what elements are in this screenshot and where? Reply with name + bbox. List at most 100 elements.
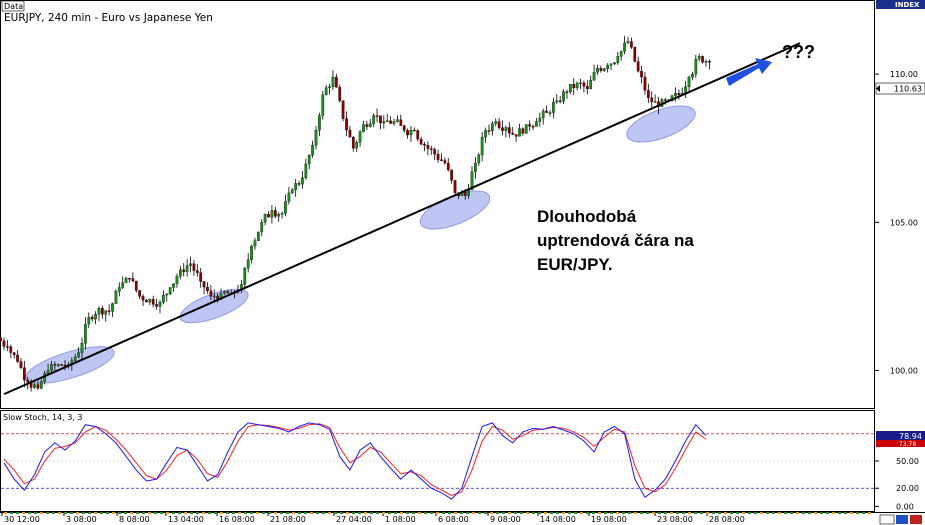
candle-down xyxy=(341,100,345,119)
session-marker xyxy=(658,512,661,514)
session-marker xyxy=(220,512,223,514)
session-marker xyxy=(466,512,469,514)
price-axis: 110.00 105.00 100.00 xyxy=(874,70,918,375)
candle-down xyxy=(419,138,423,145)
candle-up xyxy=(504,127,508,131)
session-marker xyxy=(748,512,751,514)
session-marker xyxy=(232,512,235,514)
candle-up xyxy=(121,282,125,288)
candle-down xyxy=(0,337,2,342)
session-marker xyxy=(160,512,163,514)
session-marker xyxy=(424,512,427,514)
session-marker xyxy=(100,512,103,514)
candle-up xyxy=(178,269,182,277)
session-marker xyxy=(112,512,115,514)
candle-down xyxy=(545,110,548,113)
candle-up xyxy=(260,222,264,233)
candle-up xyxy=(602,68,606,71)
candle-down xyxy=(375,115,379,117)
session-marker xyxy=(418,512,421,514)
session-marker xyxy=(166,512,169,514)
session-marker xyxy=(208,512,211,514)
candle-down xyxy=(22,367,26,381)
candle-up xyxy=(409,129,413,136)
candle-down xyxy=(433,149,437,155)
session-marker xyxy=(22,512,25,514)
candle-down xyxy=(646,90,650,98)
candle-up xyxy=(311,145,314,156)
candle-up xyxy=(287,192,291,202)
zoom-in-button[interactable] xyxy=(896,515,908,524)
candle-up xyxy=(104,310,108,315)
session-marker xyxy=(616,512,619,514)
session-marker xyxy=(88,512,91,514)
session-marker xyxy=(400,512,403,514)
candle-down xyxy=(436,153,440,160)
candle-down xyxy=(338,86,342,101)
candle-down xyxy=(423,144,426,146)
candle-down xyxy=(514,134,518,137)
session-marker xyxy=(622,512,625,514)
candle-down xyxy=(6,346,9,348)
session-marker xyxy=(280,512,283,514)
candle-up xyxy=(162,294,165,303)
candle-down xyxy=(402,125,406,131)
time-label: 1 08:00 xyxy=(385,515,416,524)
data-tab[interactable] xyxy=(1,0,25,12)
candle-down xyxy=(572,84,576,89)
candle-up xyxy=(307,155,311,165)
candle-up xyxy=(613,62,616,65)
candle-down xyxy=(389,120,392,124)
session-marker xyxy=(556,512,559,514)
session-marker xyxy=(394,512,397,514)
annotation-question: ??? xyxy=(782,42,815,62)
candle-up xyxy=(372,115,376,124)
candle-up xyxy=(562,91,565,102)
candle-up xyxy=(694,58,698,75)
candle-up xyxy=(117,287,121,292)
session-marker xyxy=(544,512,547,514)
session-marker xyxy=(370,512,373,514)
session-marker xyxy=(436,512,439,514)
session-marker xyxy=(772,512,775,514)
session-marker xyxy=(310,512,313,514)
candle-up xyxy=(592,71,596,81)
chart-title: EURJPY, 240 min - Euro vs Japanese Yen xyxy=(4,12,213,24)
session-marker xyxy=(274,512,277,514)
session-marker xyxy=(190,512,193,514)
candle-up xyxy=(77,352,80,358)
candle-up xyxy=(328,86,331,88)
session-marker xyxy=(634,512,637,514)
candle-down xyxy=(60,364,64,366)
candle-up xyxy=(331,76,335,87)
time-label: 14 08:00 xyxy=(540,515,576,524)
candle-down xyxy=(63,364,67,367)
candle-down xyxy=(450,169,454,181)
session-marker xyxy=(214,512,217,514)
index-badge[interactable] xyxy=(876,0,925,9)
session-marker xyxy=(358,512,361,514)
candle-up xyxy=(579,82,582,85)
candle-down xyxy=(365,124,369,127)
session-marker xyxy=(850,512,853,514)
candle-down xyxy=(345,118,348,131)
time-label: 13 04:00 xyxy=(168,515,204,524)
session-marker xyxy=(340,512,343,514)
candle-down xyxy=(182,269,186,272)
session-marker xyxy=(844,512,847,514)
blue-arrow-shape xyxy=(726,58,772,86)
time-label: 16 08:00 xyxy=(219,515,255,524)
session-marker xyxy=(646,512,649,514)
candle-down xyxy=(429,148,433,150)
current-price-label: 110.63 xyxy=(894,85,922,94)
session-marker xyxy=(598,512,601,514)
session-marker xyxy=(196,512,199,514)
candle-down xyxy=(582,82,586,87)
session-marker xyxy=(700,512,703,514)
scroll-left-button[interactable] xyxy=(879,514,895,525)
candle-down xyxy=(9,346,13,353)
stoch-k-value: 78.94 xyxy=(899,432,922,441)
close-chart-button[interactable] xyxy=(910,515,922,524)
candle-down xyxy=(416,130,420,140)
